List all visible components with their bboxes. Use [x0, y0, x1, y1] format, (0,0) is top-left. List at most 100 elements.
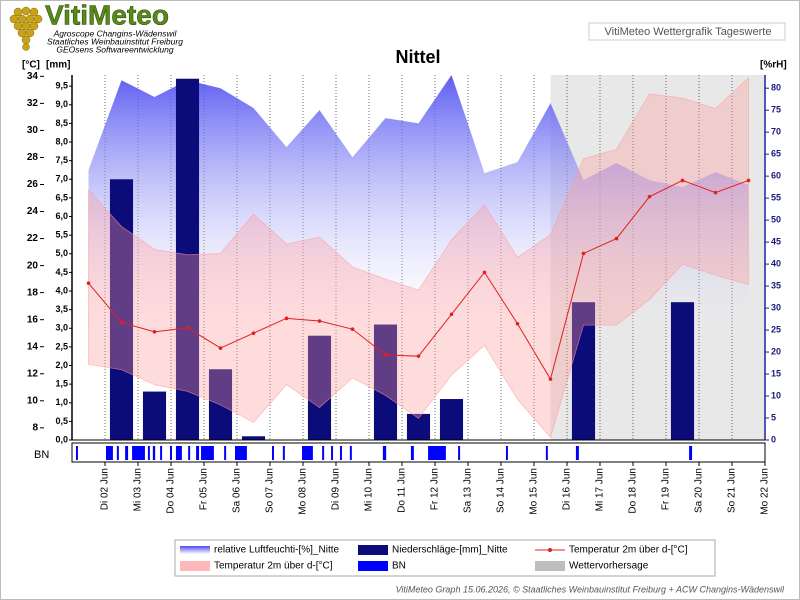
x-tick-label: Do 04 Jun: [166, 468, 177, 514]
bn-mark: [302, 446, 313, 460]
bn-mark: [188, 446, 191, 460]
y2-tick-label: 40: [771, 258, 781, 268]
y2-tick-label: 0: [771, 434, 776, 444]
y3-tick-label: 7,0: [55, 174, 68, 184]
y3-tick-label: 2,5: [55, 341, 68, 351]
precip-bar: [307, 335, 332, 440]
y-tick-label: 22: [27, 233, 39, 244]
temperature-point: [350, 327, 355, 331]
y3-tick-label: 1,5: [55, 379, 68, 389]
y3-tick-label: 8,0: [55, 136, 68, 146]
x-tick-label: Fr 19 Jun: [661, 468, 672, 510]
legend-swatch: [358, 561, 388, 571]
x-tick-label: Fr 05 Jun: [199, 468, 210, 510]
temperature-point: [383, 353, 388, 357]
y3-axis-label: [mm]: [46, 60, 70, 71]
temperature-point: [416, 354, 421, 358]
bn-mark: [349, 446, 352, 460]
chart-title: Nittel: [396, 47, 441, 67]
temperature-point: [86, 281, 91, 285]
legend-swatch: [180, 546, 210, 554]
precip-bar: [109, 179, 134, 441]
x-tick-label: Mi 03 Jun: [133, 468, 144, 511]
y3-tick-label: 8,5: [55, 118, 68, 128]
bn-mark: [152, 446, 156, 460]
y3-tick-label: 3,5: [55, 304, 68, 314]
y2-tick-label: 5: [771, 412, 776, 422]
y3-tick-label: 6,5: [55, 192, 68, 202]
y2-tick-label: 55: [771, 193, 781, 203]
precip-bar: [571, 302, 596, 440]
temperature-point: [746, 178, 751, 183]
y-axis-label: [°C]: [22, 60, 40, 71]
temperature-point: [482, 270, 487, 275]
bn-mark: [105, 446, 113, 460]
y3-tick-label: 9,5: [55, 81, 68, 91]
badge: VitiMeteo Wettergrafik Tageswerte: [605, 26, 772, 38]
y2-tick-label: 25: [771, 324, 781, 334]
temperature-band: [88, 76, 749, 439]
bn-mark: [428, 446, 446, 460]
y3-tick-label: 3,0: [55, 323, 68, 333]
x-tick-label: Sa 20 Jun: [694, 468, 705, 513]
bn-mark: [382, 446, 387, 460]
legend-swatch: [535, 561, 565, 571]
y2-tick-label: 70: [771, 127, 781, 137]
bn-mark: [282, 446, 285, 460]
bn-mark: [545, 446, 548, 460]
temperature-point: [515, 321, 520, 326]
bn-mark: [75, 446, 78, 460]
y2-tick-label: 15: [771, 368, 781, 378]
y2-tick-label: 35: [771, 280, 781, 290]
bn-mark: [201, 446, 214, 460]
legend-swatch: [358, 545, 388, 555]
precip-bar: [670, 302, 695, 440]
bn-mark: [132, 446, 145, 460]
bn-mark: [339, 446, 342, 460]
temperature-point: [251, 331, 256, 336]
temperature-point: [218, 346, 223, 350]
y-tick-label: 26: [27, 179, 39, 190]
y2-tick-label: 75: [771, 105, 781, 115]
temperature-point: [449, 312, 454, 317]
y-tick-label: 12: [27, 368, 39, 379]
x-tick-label: Mo 08 Jun: [298, 468, 309, 515]
temperature-point: [317, 319, 322, 323]
y3-tick-label: 5,0: [55, 248, 68, 258]
legend-label: Wettervorhersage: [569, 561, 649, 572]
y3-tick-label: 0,0: [55, 434, 68, 444]
legend-box: [174, 539, 716, 577]
y-tick-label: 8: [32, 422, 38, 433]
temperature-point: [647, 194, 652, 199]
x-tick-label: Mi 17 Jun: [595, 468, 606, 511]
temperature-point: [119, 320, 124, 325]
precip-bar: [406, 413, 431, 440]
y-tick-label: 16: [27, 314, 39, 325]
bn-mark: [271, 446, 274, 460]
y-tick-label: 18: [27, 287, 39, 298]
legend-swatch: [548, 548, 552, 552]
bn-mark: [689, 446, 693, 460]
y3-tick-label: 5,5: [55, 230, 68, 240]
precip-bar: [142, 391, 167, 440]
precip-bar: [373, 324, 398, 440]
y3-tick-label: 4,5: [55, 267, 68, 277]
bn-mark: [116, 446, 119, 460]
bn-mark: [224, 446, 227, 460]
temperature-point: [614, 236, 619, 241]
badge-box: [588, 22, 786, 41]
x-tick-label: Sa 06 Jun: [232, 468, 243, 513]
legend-label: Temperatur 2m über d-[°C]: [569, 545, 688, 556]
bn-mark: [125, 446, 129, 460]
x-tick-label: So 21 Jun: [727, 468, 738, 513]
temperature-point: [152, 330, 157, 334]
bn-mark: [235, 446, 247, 460]
y-tick-label: 20: [27, 260, 39, 271]
temperature-point: [581, 251, 586, 256]
bn-mark: [410, 446, 414, 460]
x-tick-label: Do 18 Jun: [628, 468, 639, 514]
y2-tick-label: 80: [771, 83, 781, 93]
x-tick-label: Mo 22 Jun: [760, 468, 771, 515]
temperature-point: [284, 316, 289, 321]
y2-tick-label: 30: [771, 302, 781, 312]
